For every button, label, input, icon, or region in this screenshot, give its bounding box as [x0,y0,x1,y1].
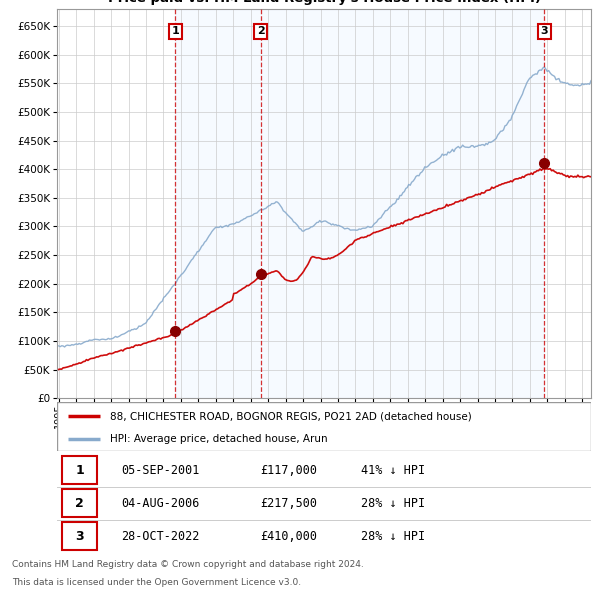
Text: 04-AUG-2006: 04-AUG-2006 [121,497,199,510]
Text: 28-OCT-2022: 28-OCT-2022 [121,530,199,543]
Text: £410,000: £410,000 [260,530,317,543]
Text: 28% ↓ HPI: 28% ↓ HPI [361,497,425,510]
Text: HPI: Average price, detached house, Arun: HPI: Average price, detached house, Arun [110,434,328,444]
Text: Contains HM Land Registry data © Crown copyright and database right 2024.: Contains HM Land Registry data © Crown c… [12,560,364,569]
Text: 1: 1 [172,27,179,37]
Text: 41% ↓ HPI: 41% ↓ HPI [361,464,425,477]
Text: 88, CHICHESTER ROAD, BOGNOR REGIS, PO21 2AD (detached house): 88, CHICHESTER ROAD, BOGNOR REGIS, PO21 … [110,411,472,421]
Text: 28% ↓ HPI: 28% ↓ HPI [361,530,425,543]
Text: £117,000: £117,000 [260,464,317,477]
Text: 3: 3 [76,530,84,543]
Text: 2: 2 [76,497,84,510]
Text: 1: 1 [76,464,84,477]
Bar [62,522,97,550]
Bar [62,456,97,484]
Text: This data is licensed under the Open Government Licence v3.0.: This data is licensed under the Open Gov… [12,578,301,586]
Text: 3: 3 [541,27,548,37]
Text: 05-SEP-2001: 05-SEP-2001 [121,464,199,477]
Bar [62,489,97,517]
Bar [175,9,544,398]
Text: £217,500: £217,500 [260,497,317,510]
Title: 88, CHICHESTER ROAD, BOGNOR REGIS, PO21 2AD
Price paid vs. HM Land Registry's Ho: 88, CHICHESTER ROAD, BOGNOR REGIS, PO21 … [107,0,541,5]
Text: 2: 2 [257,27,265,37]
